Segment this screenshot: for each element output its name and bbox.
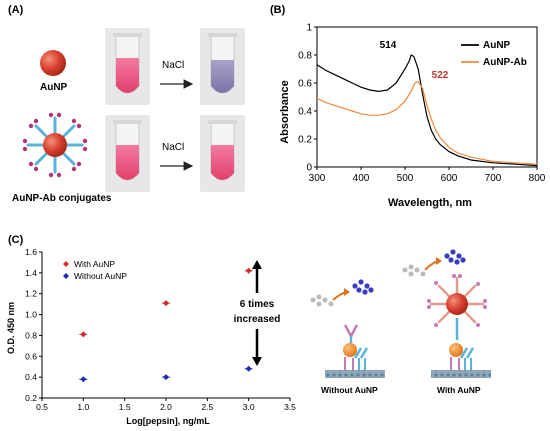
x-tick-label: 500 [397, 173, 414, 184]
y-tick-label: 0 [306, 163, 312, 174]
chart-b-legend: AuNP AuNP-Ab [461, 40, 527, 68]
conjugate-label: AuNP-Ab conjugates [12, 193, 112, 204]
x-axis-label-c: Log[pepsin], ng/mL [126, 416, 210, 426]
data-point-without-aunp [80, 376, 87, 383]
tube-aunp-before [105, 28, 150, 105]
y-axis-label: Absorbance [279, 80, 291, 144]
x-tick-label: 3.5 [284, 402, 296, 412]
y-tick-label: 0.4 [298, 107, 312, 118]
annotation-line-1: 6 times [240, 299, 275, 310]
sensor-schematic [310, 249, 491, 378]
x-axis-label: Wavelength, nm [388, 197, 472, 209]
y-tick-label: 1.2 [25, 289, 37, 299]
x-tick-label: 1.5 [119, 402, 131, 412]
data-point-with-aunp [80, 331, 87, 338]
y-tick-label: 0.8 [298, 51, 312, 62]
y-tick-label: 0.6 [25, 351, 37, 361]
panel-b-label: (B) [270, 4, 286, 16]
data-point-without-aunp [163, 374, 169, 381]
y-tick-label: 0.2 [298, 135, 312, 146]
data-point-with-aunp [245, 267, 252, 274]
with-aunp-schematic [402, 249, 491, 378]
x-tick-label: 2.0 [160, 402, 172, 412]
series-line-aunp-ab [316, 80, 538, 165]
with-aunp-label: With AuNP [437, 385, 481, 395]
aunp-sphere [40, 50, 66, 76]
panel-c-label: (C) [8, 234, 24, 246]
absorbance-chart: 300 400 500 600 700 800 0 0.2 0.4 0.6 0.8 1 Wavelen… [279, 23, 546, 210]
y-tick-label: 1 [306, 23, 312, 34]
peak-522-label: 522 [432, 70, 449, 81]
aunp-ab-conjugate [22, 112, 88, 178]
y-tick-label: 0.8 [25, 330, 37, 340]
without-aunp-label: Without AuNP [321, 385, 378, 395]
legend-marker [63, 273, 69, 279]
x-tick-label: 800 [529, 173, 546, 184]
x-tick-label: 2.5 [201, 402, 213, 412]
legend-label: With AuNP [74, 259, 115, 269]
data-point-with-aunp [163, 300, 169, 307]
plot-frame-b [316, 26, 538, 168]
x-tick-label: 3.0 [243, 402, 255, 412]
without-aunp-schematic [310, 279, 385, 378]
y-tick-label: 1.4 [25, 268, 37, 278]
x-tick-label: 1.0 [77, 402, 89, 412]
od-chart: 0.5 1.0 1.5 2.0 2.5 3.0 3.5 0.2 0.4 0.6 0.8 1.0 1.2 1… [6, 247, 296, 426]
tube-aunp-after [200, 28, 245, 105]
chart-c-legend: With AuNP Without AuNP [63, 259, 127, 281]
x-tick-label: 400 [353, 173, 370, 184]
y-axis-label-c: O.D. 450 nm [6, 302, 16, 354]
nacl-label-top: NaCl [162, 60, 185, 71]
y-tick-label: 0.2 [25, 393, 37, 403]
legend-label: AuNP-Ab [483, 57, 527, 68]
legend-label: AuNP [483, 40, 511, 51]
x-tick-label: 300 [309, 173, 326, 184]
panel-a-illustration [22, 28, 245, 192]
tube-conjugate-before [105, 115, 150, 192]
x-tick-label: 600 [441, 173, 458, 184]
data-point-without-aunp [245, 365, 252, 372]
nacl-label-bottom: NaCl [162, 142, 185, 153]
y-tick-label: 0.6 [298, 79, 312, 90]
series-line-aunp [316, 54, 538, 167]
tube-conjugate-after [200, 115, 245, 192]
peak-514-label: 514 [380, 40, 397, 51]
annotation-line-2: increased [234, 314, 281, 325]
aunp-label: AuNP [40, 82, 68, 93]
x-tick-label: 0.5 [36, 402, 48, 412]
y-tick-label: 1.0 [25, 310, 37, 320]
increase-arrow [230, 260, 286, 366]
y-tick-label: 0.4 [25, 372, 37, 382]
x-tick-label: 700 [485, 173, 502, 184]
legend-marker [63, 261, 69, 267]
y-tick-label: 1.6 [25, 247, 37, 257]
panel-a-label: (A) [8, 4, 24, 16]
legend-label: Without AuNP [74, 271, 127, 281]
